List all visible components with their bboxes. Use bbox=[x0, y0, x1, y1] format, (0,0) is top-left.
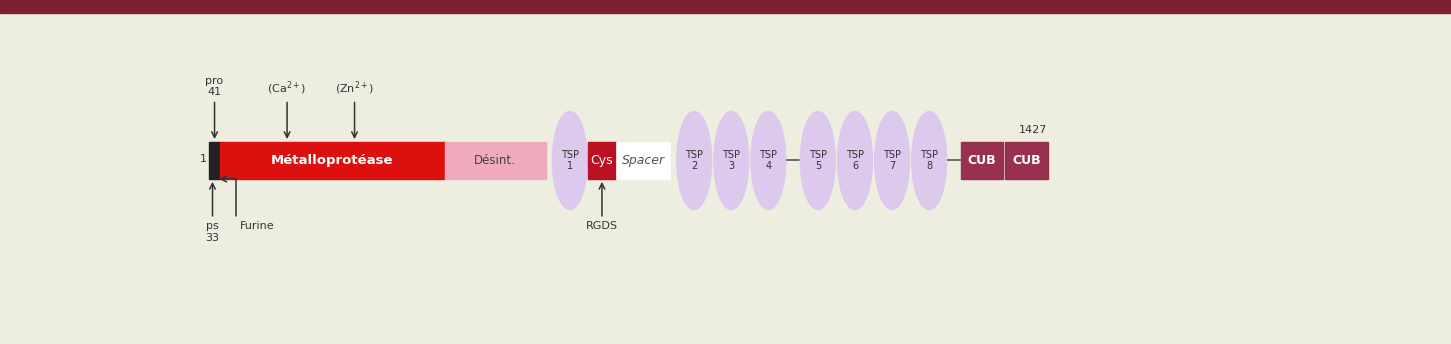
Text: TSP
6: TSP 6 bbox=[846, 150, 863, 171]
Ellipse shape bbox=[553, 111, 588, 209]
Text: TSP
1: TSP 1 bbox=[562, 150, 579, 171]
Bar bbox=[617, 142, 670, 179]
Bar bbox=[219, 142, 444, 179]
Text: Spacer: Spacer bbox=[621, 154, 665, 167]
Text: Désint.: Désint. bbox=[474, 154, 517, 167]
Text: TSP
8: TSP 8 bbox=[920, 150, 939, 171]
Text: ps
33: ps 33 bbox=[206, 222, 219, 243]
Ellipse shape bbox=[752, 111, 786, 209]
Bar bbox=[444, 142, 546, 179]
Text: 1427: 1427 bbox=[1019, 125, 1048, 135]
Text: pro
41: pro 41 bbox=[206, 76, 223, 97]
Text: (Zn$^{2+}$): (Zn$^{2+}$) bbox=[335, 80, 374, 97]
Text: TSP
4: TSP 4 bbox=[759, 150, 778, 171]
Ellipse shape bbox=[801, 111, 836, 209]
Text: (Ca$^{2+}$): (Ca$^{2+}$) bbox=[267, 80, 306, 97]
Text: 1: 1 bbox=[200, 154, 207, 164]
Bar bbox=[588, 142, 617, 179]
Ellipse shape bbox=[714, 111, 749, 209]
Bar bbox=[1006, 142, 1048, 179]
Text: Cys: Cys bbox=[591, 154, 614, 167]
Text: Furine: Furine bbox=[239, 222, 274, 232]
Text: TSP
3: TSP 3 bbox=[723, 150, 740, 171]
Text: TSP
2: TSP 2 bbox=[685, 150, 704, 171]
Ellipse shape bbox=[676, 111, 711, 209]
Text: RGDS: RGDS bbox=[586, 222, 618, 232]
Text: TSP
7: TSP 7 bbox=[884, 150, 901, 171]
Bar bbox=[209, 142, 219, 179]
Text: Métalloprotéase: Métalloprotéase bbox=[271, 154, 393, 167]
Text: TSP
5: TSP 5 bbox=[808, 150, 827, 171]
Ellipse shape bbox=[911, 111, 946, 209]
Bar bbox=[961, 142, 1004, 179]
Text: CUB: CUB bbox=[1013, 154, 1040, 167]
Ellipse shape bbox=[837, 111, 872, 209]
Ellipse shape bbox=[875, 111, 910, 209]
Text: CUB: CUB bbox=[968, 154, 997, 167]
